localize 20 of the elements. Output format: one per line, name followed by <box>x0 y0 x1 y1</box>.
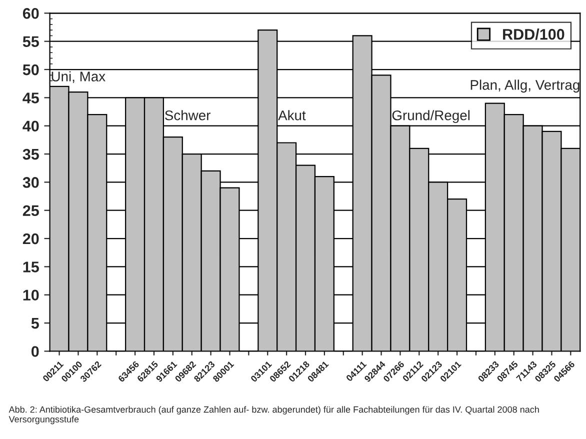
y-tick-label: 40 <box>22 120 39 132</box>
caption: Abb. 2: Antibiotika-Gesamtverbrauch (auf ganze Zahlen auf- bzw. abgerundet) für alle Fachabteilungen für das IV. Quartal 2008 nach Versorgungsstufe <box>8 406 539 424</box>
y-tick-label: 15 <box>23 262 39 272</box>
y-tick-label: 0 <box>32 346 39 357</box>
y-tick-label: 60 <box>22 8 39 19</box>
y-tick-label: 45 <box>22 92 39 104</box>
y-tick-label: 30 <box>22 177 39 188</box>
legend-label: RDD/100 <box>503 28 564 40</box>
y-tick-label: 50 <box>22 64 39 76</box>
y-tick-label: 25 <box>22 205 39 216</box>
annotation: Grund/Regel <box>392 110 470 124</box>
annotation: Uni, Max <box>52 71 106 84</box>
annotation: Plan, Allg, Vertrag <box>470 80 580 93</box>
y-tick-label: 35 <box>22 148 39 160</box>
y-tick-label: 55 <box>22 36 39 48</box>
y-tick-label: 10 <box>23 290 39 301</box>
annotation: Schwer <box>165 110 210 120</box>
y-tick-label: 20 <box>22 233 39 244</box>
annotation: Akut <box>278 110 306 120</box>
y-tick-label: 5 <box>31 318 39 329</box>
